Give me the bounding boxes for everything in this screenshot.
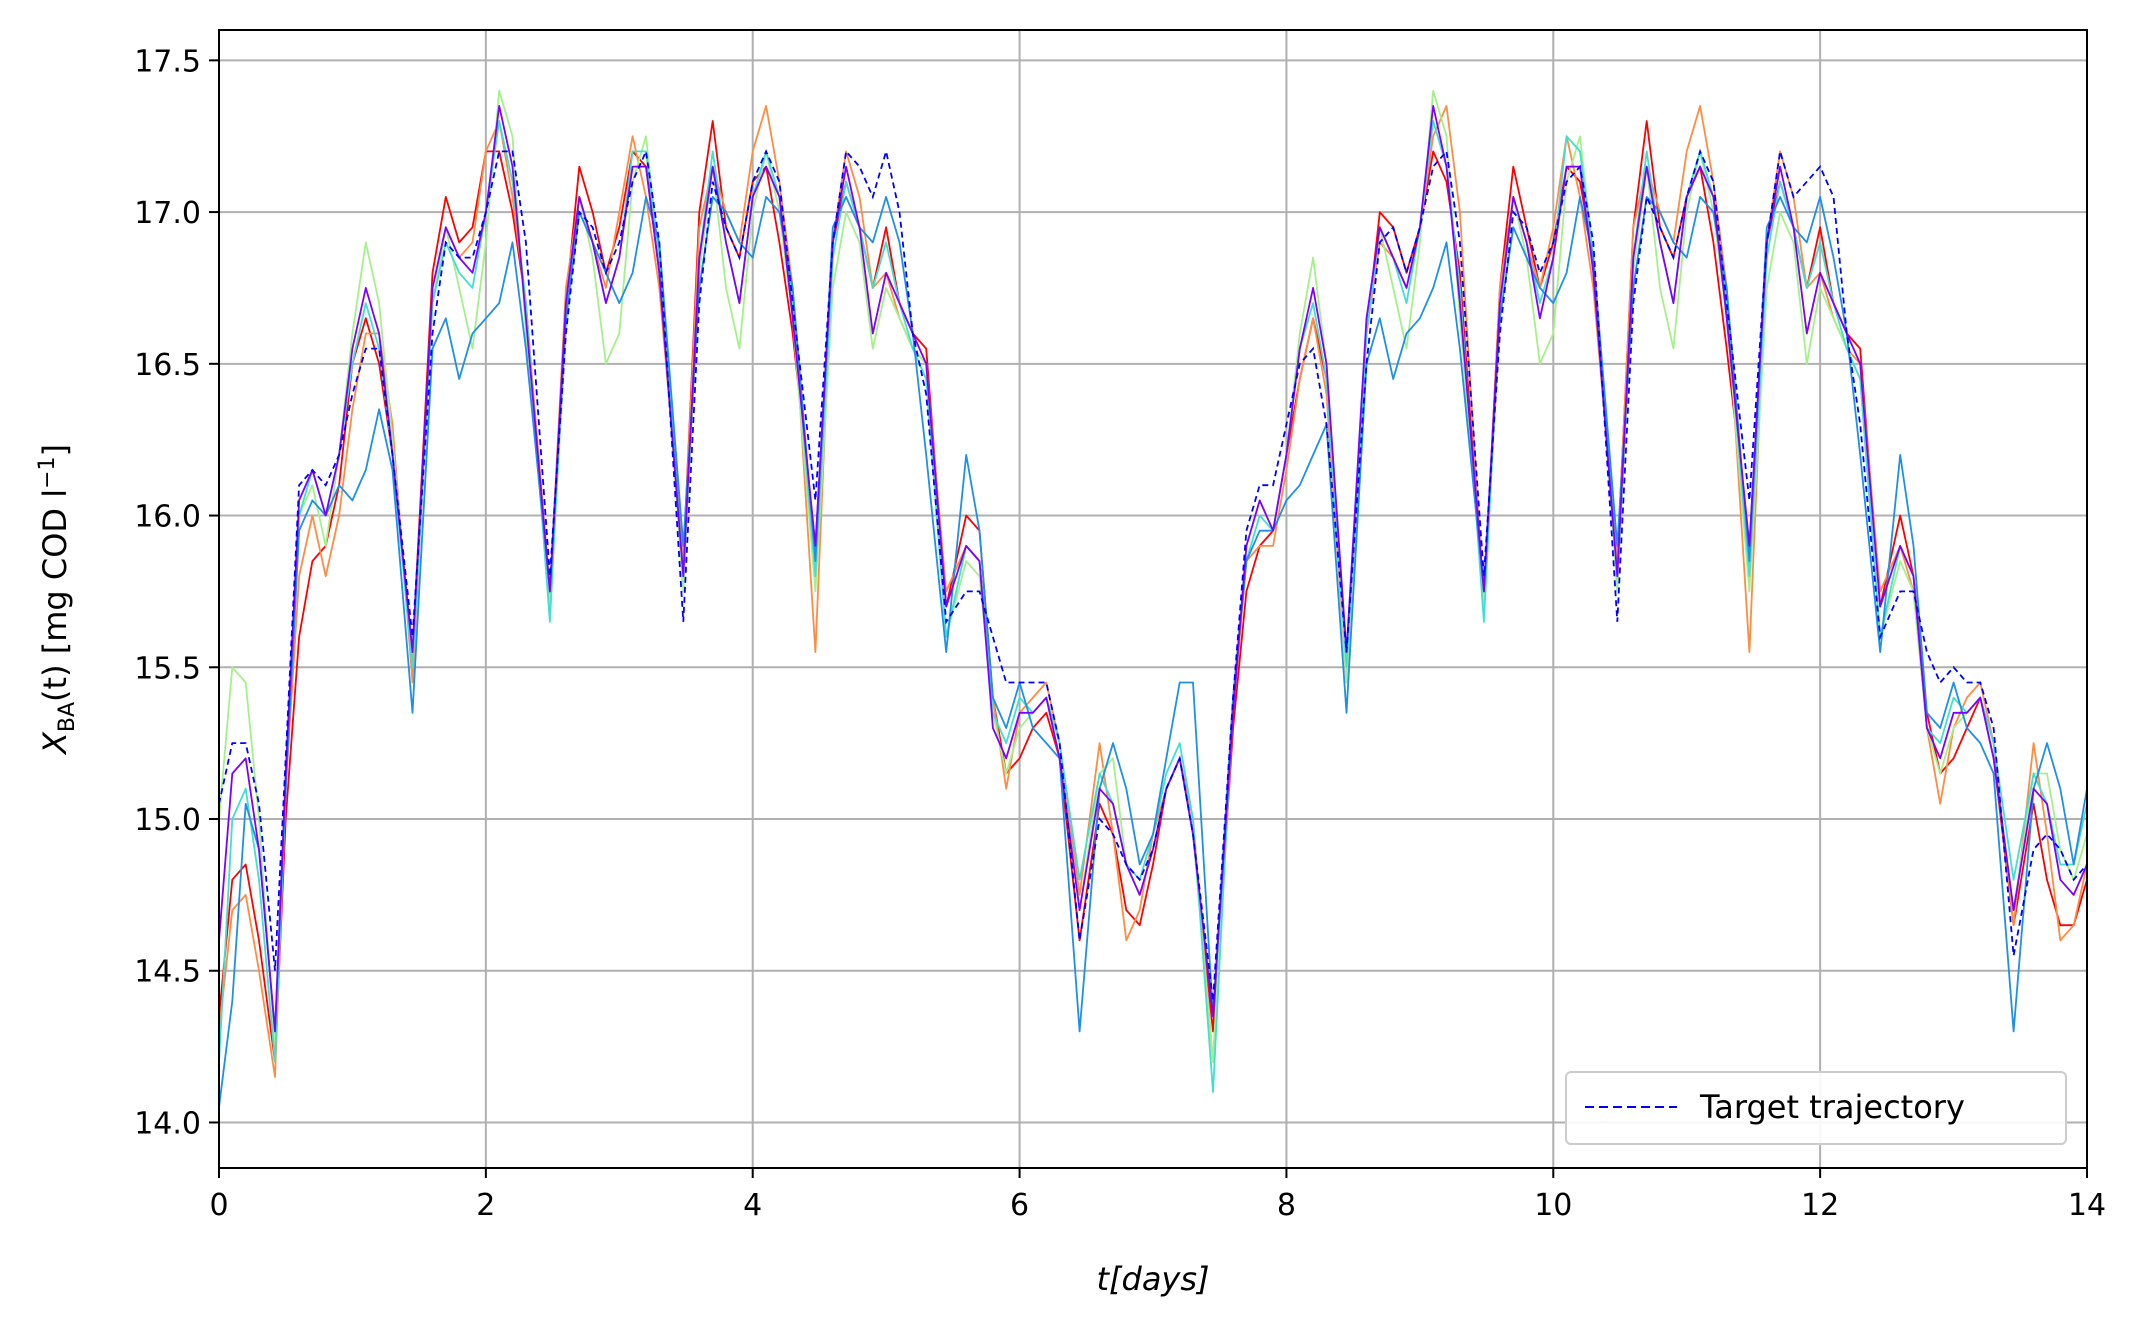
x-tick-label: 6 xyxy=(1010,1188,1029,1223)
plot-frame xyxy=(218,29,2088,1169)
y-label-text: (t) [mg COD l xyxy=(36,489,74,702)
axis-ticks: 0 2 4 6 8 10 12 14 14.0 14.5 15.0 15.5 16.0 16.5 17.0 1… xyxy=(134,44,2106,1223)
y-tick-label: 17.5 xyxy=(134,44,201,79)
x-tick-label: 10 xyxy=(1534,1188,1572,1223)
y-tick-label: 16.0 xyxy=(134,500,201,535)
x-tick-label: 2 xyxy=(476,1188,495,1223)
x-axis-label: t[days] xyxy=(1096,1260,1209,1298)
x-tick-label: 0 xyxy=(209,1188,228,1223)
x-tick-label: 14 xyxy=(2068,1188,2106,1223)
series-layer xyxy=(219,89,2087,1108)
x-tick-label: 4 xyxy=(743,1188,762,1223)
y-tick-label: 15.0 xyxy=(134,803,201,838)
legend-label-target: Target trajectory xyxy=(1699,1088,1965,1126)
y-tick-label: 14.0 xyxy=(134,1106,201,1141)
y-label-subscript: BA xyxy=(55,702,80,732)
y-label-close: ] xyxy=(36,444,74,456)
y-axis-label: XBA(t) [mg COD l−1] xyxy=(35,444,80,756)
y-tick-label: 14.5 xyxy=(134,955,201,990)
y-tick-label: 15.5 xyxy=(134,651,201,686)
series-line-5 xyxy=(219,196,2087,1108)
y-tick-label: 16.5 xyxy=(134,348,201,383)
x-tick-label: 12 xyxy=(1801,1188,1839,1223)
series-line-6 xyxy=(219,105,2087,1033)
target-trajectory-line xyxy=(219,148,2087,1002)
x-tick-label: 8 xyxy=(1277,1188,1296,1223)
legend-box xyxy=(1565,1071,2067,1145)
y-tick-label: 17.0 xyxy=(134,196,201,231)
y-label-superscript: −1 xyxy=(35,456,60,488)
y-label-main: X xyxy=(36,731,74,756)
legend: Target trajectory xyxy=(1565,1071,2067,1145)
